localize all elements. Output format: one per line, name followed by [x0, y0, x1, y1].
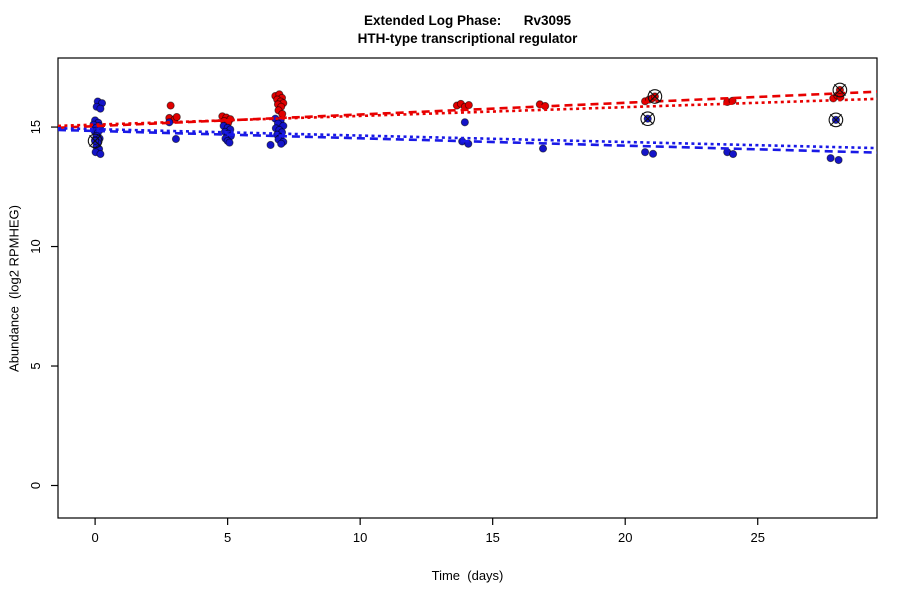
- circle-x-marker-icon: [640, 111, 656, 127]
- plot-box: [57, 57, 878, 519]
- svg-text:15: 15: [28, 120, 43, 134]
- svg-text:5: 5: [28, 362, 43, 369]
- svg-text:0: 0: [28, 482, 43, 489]
- circle-x-marker-icon: [828, 112, 844, 128]
- chart-title: Extended Log Phase: Rv3095: [363, 13, 572, 28]
- circle-x-marker-icon: [647, 89, 663, 104]
- y-axis: 0 5 10 15: [28, 120, 58, 489]
- svg-text:5: 5: [224, 530, 231, 545]
- svg-text:10: 10: [28, 239, 43, 253]
- svg-text:10: 10: [353, 530, 367, 545]
- x-axis-label: Time (days): [431, 568, 504, 583]
- circle-x-marker-icon: [832, 82, 848, 98]
- circle-x-marker-icon: [87, 133, 103, 149]
- x-axis: 0 5 10 15 20 25: [91, 518, 765, 545]
- chart-subtitle: HTH-type transcriptional regulator: [357, 31, 578, 46]
- svg-text:0: 0: [91, 530, 98, 545]
- trend-lines: [57, 90, 878, 154]
- svg-text:20: 20: [618, 530, 632, 545]
- svg-text:25: 25: [750, 530, 764, 545]
- red-dotted-fit: [57, 97, 878, 128]
- blue-dashed-fit: [57, 128, 878, 154]
- svg-text:15: 15: [485, 530, 499, 545]
- blue-dotted-fit: [57, 126, 878, 150]
- flagged-points: [87, 82, 848, 149]
